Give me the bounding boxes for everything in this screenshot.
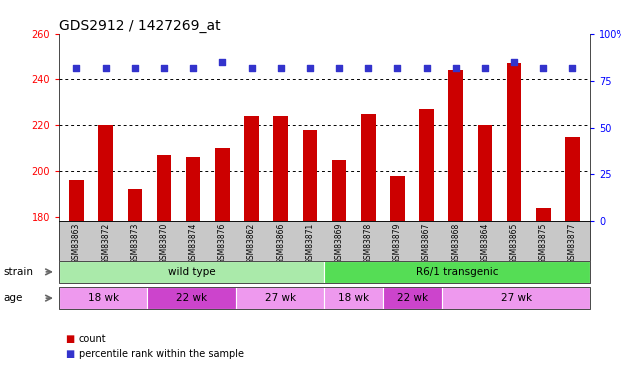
- Point: [538, 64, 548, 70]
- Text: percentile rank within the sample: percentile rank within the sample: [79, 350, 244, 359]
- Bar: [361, 114, 376, 221]
- Text: R6/1 transgenic: R6/1 transgenic: [416, 267, 499, 277]
- Text: ■: ■: [65, 334, 75, 344]
- Point: [247, 64, 256, 70]
- Point: [305, 64, 315, 70]
- Point: [217, 59, 227, 65]
- Bar: [419, 109, 434, 221]
- Point: [188, 64, 198, 70]
- Point: [159, 64, 169, 70]
- Text: GDS2912 / 1427269_at: GDS2912 / 1427269_at: [59, 19, 220, 33]
- Point: [363, 64, 373, 70]
- Bar: [69, 180, 84, 221]
- Point: [101, 64, 111, 70]
- Bar: [273, 116, 288, 221]
- Text: 27 wk: 27 wk: [265, 293, 296, 303]
- Bar: [536, 207, 551, 221]
- Bar: [302, 130, 317, 221]
- Bar: [332, 159, 347, 221]
- Text: 22 wk: 22 wk: [397, 293, 428, 303]
- Text: 22 wk: 22 wk: [176, 293, 207, 303]
- Bar: [390, 176, 405, 221]
- Point: [276, 64, 286, 70]
- Bar: [507, 63, 522, 221]
- Point: [509, 59, 519, 65]
- Text: ■: ■: [65, 350, 75, 359]
- Bar: [215, 148, 230, 221]
- Bar: [244, 116, 259, 221]
- Bar: [127, 189, 142, 221]
- Bar: [186, 157, 201, 221]
- Text: 18 wk: 18 wk: [88, 293, 119, 303]
- Point: [334, 64, 344, 70]
- Bar: [565, 136, 580, 221]
- Point: [568, 64, 578, 70]
- Text: wild type: wild type: [168, 267, 215, 277]
- Text: strain: strain: [3, 267, 33, 277]
- Text: 27 wk: 27 wk: [501, 293, 532, 303]
- Point: [130, 64, 140, 70]
- Bar: [478, 125, 492, 221]
- Point: [392, 64, 402, 70]
- Point: [422, 64, 432, 70]
- Point: [451, 64, 461, 70]
- Text: count: count: [79, 334, 106, 344]
- Point: [480, 64, 490, 70]
- Bar: [448, 70, 463, 221]
- Text: 18 wk: 18 wk: [338, 293, 369, 303]
- Text: age: age: [3, 293, 22, 303]
- Point: [71, 64, 81, 70]
- Bar: [156, 155, 171, 221]
- Bar: [98, 125, 113, 221]
